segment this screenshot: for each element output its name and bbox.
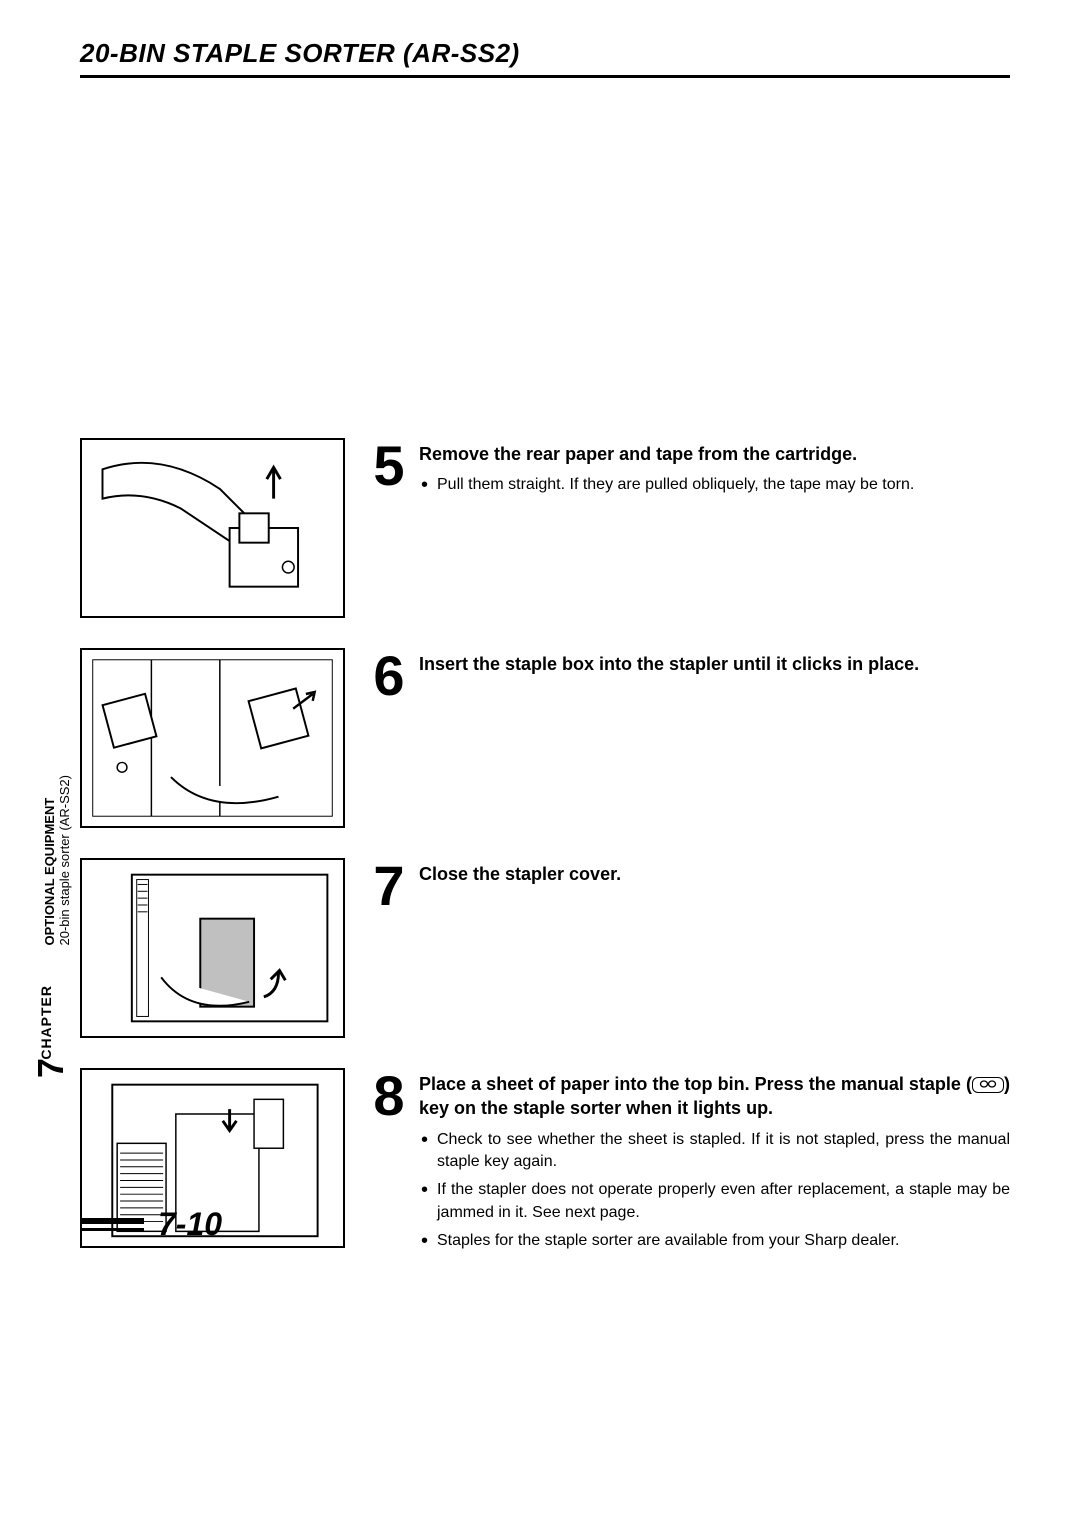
step-7-illustration: [80, 858, 345, 1038]
step-6-illustration: [80, 648, 345, 828]
steps-list: 5 Remove the rear paper and tape from th…: [80, 438, 1010, 1259]
step-8-bullet-1: Check to see whether the sheet is staple…: [437, 1129, 1010, 1174]
step-5: 5 Remove the rear paper and tape from th…: [80, 438, 1010, 628]
step-6-number: 6: [369, 648, 409, 704]
manual-staple-key-icon: [972, 1077, 1004, 1093]
step-5-content: Remove the rear paper and tape from the …: [419, 438, 1010, 503]
step-6-title: Insert the staple box into the stapler u…: [419, 652, 1010, 676]
page-footer: 7-10: [80, 1206, 222, 1243]
step-6-content: Insert the staple box into the stapler u…: [419, 648, 1010, 684]
step-6: 6 Insert the staple box into the stapler…: [80, 648, 1010, 838]
cartridge-remove-tape-icon: [82, 440, 343, 616]
header-title: 20-BIN STAPLE SORTER (AR-SS2): [80, 38, 1010, 69]
step-7-title: Close the stapler cover.: [419, 862, 1010, 886]
step-7-number: 7: [369, 858, 409, 914]
sidebar-line2: 20-bin staple sorter (AR-SS2): [57, 775, 72, 946]
step-8-number: 8: [369, 1068, 409, 1124]
sidebar-chapter-label: CHAPTER: [38, 985, 54, 1060]
step-8-bullet-3: Staples for the staple sorter are availa…: [437, 1230, 1010, 1252]
step-5-illustration: [80, 438, 345, 618]
step-5-bullets: Pull them straight. If they are pulled o…: [419, 474, 1010, 496]
close-stapler-cover-icon: [82, 860, 343, 1036]
step-8-title-pre: Place a sheet of paper into the top bin.…: [419, 1074, 972, 1094]
page-container: 20-BIN STAPLE SORTER (AR-SS2) 5 Remove t…: [80, 38, 1010, 1279]
step-8-title: Place a sheet of paper into the top bin.…: [419, 1072, 1010, 1121]
step-8-content: Place a sheet of paper into the top bin.…: [419, 1068, 1010, 1259]
footer-bars-icon: [80, 1218, 144, 1231]
sidebar-chapter-number: 7: [30, 1058, 72, 1078]
step-8-bullet-2: If the stapler does not operate properly…: [437, 1179, 1010, 1224]
step-8-bullets: Check to see whether the sheet is staple…: [419, 1129, 1010, 1253]
step-7-content: Close the stapler cover.: [419, 858, 1010, 894]
page-header: 20-BIN STAPLE SORTER (AR-SS2): [80, 38, 1010, 78]
sidebar-text: OPTIONAL EQUIPMENT 20-bin staple sorter …: [42, 775, 72, 946]
step-5-bullet-1: Pull them straight. If they are pulled o…: [437, 474, 1010, 496]
insert-staple-box-icon: [82, 650, 343, 826]
sidebar-line1: OPTIONAL EQUIPMENT: [42, 798, 57, 946]
step-5-title: Remove the rear paper and tape from the …: [419, 442, 1010, 466]
step-7: 7 Close the stapler cover.: [80, 858, 1010, 1048]
step-5-number: 5: [369, 438, 409, 494]
page-number: 7-10: [158, 1206, 222, 1243]
